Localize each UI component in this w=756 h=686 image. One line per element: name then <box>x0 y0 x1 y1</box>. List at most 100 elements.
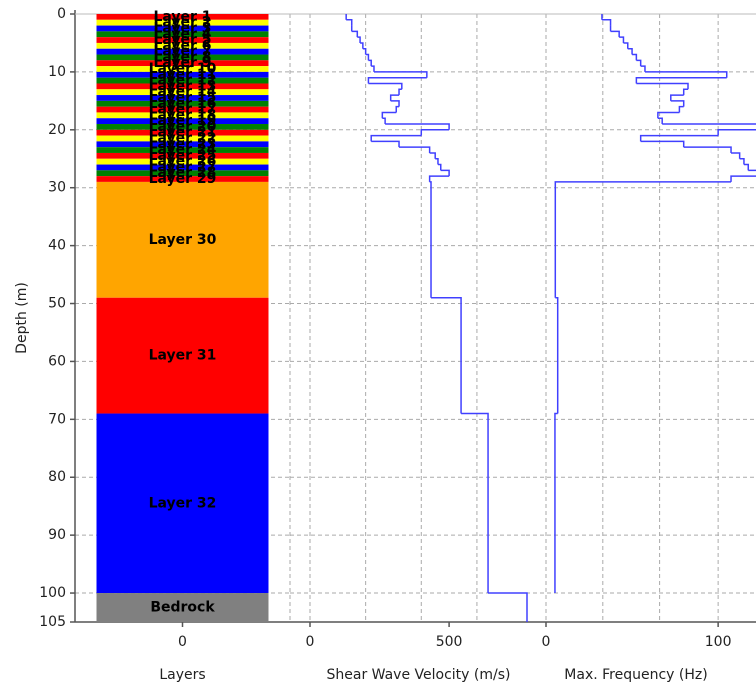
x-tick-label: 0 <box>178 634 187 650</box>
x-tick-label: 0 <box>542 634 551 650</box>
step <box>670 94 684 101</box>
layer-label: Layer 19 <box>149 113 217 129</box>
layer-label: Layer 18 <box>149 107 217 123</box>
step <box>435 158 439 165</box>
layer-label: Layer 1 <box>153 9 211 25</box>
layer-label: Layer 12 <box>149 73 217 89</box>
layer-label: Layer 28 <box>149 165 217 181</box>
y-tick-label: 60 <box>48 353 66 369</box>
step <box>662 123 756 125</box>
layer-label: Layer 11 <box>149 67 217 83</box>
layer-band <box>96 95 269 101</box>
layer-label: Layer 4 <box>153 26 211 42</box>
x-axis-title: Shear Wave Velocity (m/s) <box>327 667 511 683</box>
frequency-profile <box>554 14 756 594</box>
layer-band <box>96 106 269 113</box>
y-tick-label: 30 <box>48 180 66 196</box>
step <box>640 140 685 148</box>
step <box>390 100 400 107</box>
step <box>371 140 400 148</box>
layer-label: Layer 31 <box>149 348 217 364</box>
layer-band <box>96 147 269 153</box>
y-tick-label: 20 <box>48 122 66 138</box>
step <box>428 175 450 182</box>
layer-band <box>96 66 269 72</box>
step <box>554 412 558 594</box>
step <box>683 146 732 153</box>
layer-band <box>96 135 269 142</box>
step <box>601 19 612 26</box>
layer-band <box>96 176 269 182</box>
layer-label: Layer 16 <box>149 96 217 112</box>
step <box>367 76 427 84</box>
step <box>657 111 680 119</box>
step <box>398 88 402 96</box>
layer-band <box>96 141 269 148</box>
step <box>682 88 689 96</box>
layer-band <box>96 181 269 298</box>
layer-label: Layer 20 <box>149 119 217 135</box>
y-tick-label: 50 <box>48 296 66 312</box>
layer-band <box>96 413 269 594</box>
y-tick-label: 80 <box>48 469 66 485</box>
step <box>739 158 745 165</box>
layer-band <box>96 124 269 130</box>
layer-band <box>96 158 269 165</box>
layer-label: Layer 5 <box>153 32 211 48</box>
step <box>678 105 684 113</box>
step <box>385 123 450 130</box>
layer-label: Layer 29 <box>149 171 217 187</box>
step <box>619 36 625 43</box>
step <box>440 169 450 177</box>
layer-band <box>96 31 269 38</box>
layer-label: Layer 32 <box>149 495 217 511</box>
layer-label: Layer 23 <box>149 136 217 152</box>
step <box>636 82 689 90</box>
step <box>748 169 756 172</box>
layer-band <box>96 19 269 26</box>
layer-band <box>96 54 269 61</box>
step <box>431 296 462 414</box>
step <box>657 117 663 125</box>
layer-band <box>96 118 269 125</box>
layer-label: Layer 3 <box>153 20 211 36</box>
layer-label: Layer 6 <box>153 38 211 54</box>
step <box>554 181 732 298</box>
layer-label: Layer 9 <box>153 55 211 71</box>
layer-label: Layer 22 <box>149 130 217 146</box>
y-axis-title: Depth (m) <box>14 282 30 354</box>
step <box>429 181 432 298</box>
step <box>555 296 559 414</box>
layer-band <box>96 164 269 171</box>
step <box>360 42 364 49</box>
velocity-profile <box>345 14 528 622</box>
step <box>644 71 728 78</box>
layer-label: Layer 14 <box>149 84 217 100</box>
step <box>371 65 375 72</box>
layer-band <box>96 77 269 84</box>
layer-band <box>96 14 269 20</box>
step <box>610 30 620 38</box>
step <box>640 65 646 72</box>
layer-band <box>96 48 269 55</box>
step <box>420 129 450 136</box>
layer-label: Layer 8 <box>153 49 211 65</box>
layer-band <box>96 297 269 414</box>
layer-band <box>96 129 269 136</box>
step <box>461 412 489 594</box>
step <box>368 82 403 90</box>
layer-band <box>96 89 269 96</box>
layer-label: Layer 24 <box>149 142 217 158</box>
layer-band <box>96 71 269 78</box>
y-tick-label: 100 <box>39 585 66 601</box>
x-tick-label: 0 <box>306 634 315 650</box>
step <box>635 76 727 84</box>
layer-band <box>96 170 269 177</box>
layer-band <box>96 112 269 119</box>
step <box>731 152 741 159</box>
step <box>632 53 638 61</box>
step <box>623 42 629 49</box>
layer-label: Layer 27 <box>149 159 217 175</box>
layer-band <box>96 42 269 49</box>
x-axis-title: Layers <box>159 667 205 683</box>
